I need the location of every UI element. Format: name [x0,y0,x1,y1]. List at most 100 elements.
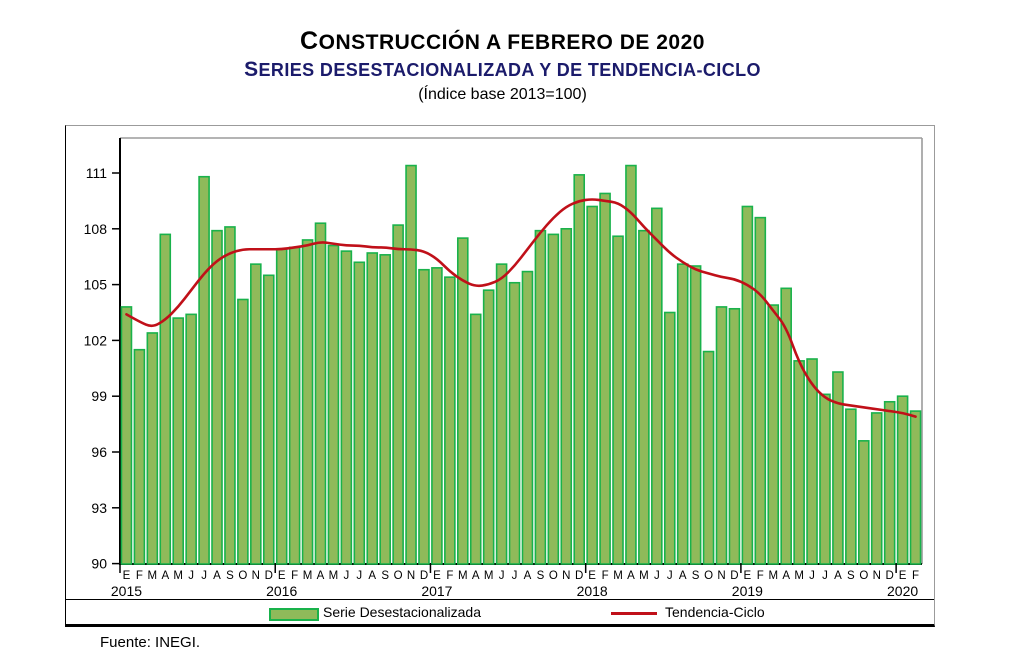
month-label: E [123,570,131,582]
month-label: N [407,570,415,582]
bar [521,270,534,565]
bar [806,358,818,565]
month-label: S [847,570,855,582]
legend-bars-label: Serie Desestacionalizada [323,604,481,620]
legend: Serie Desestacionalizada Tendencia-Ciclo [66,599,934,624]
month-label: S [381,570,389,582]
month-label: D [730,570,738,582]
bar [715,306,728,565]
chart-index-note: (Índice base 2013=100) [418,85,587,103]
bar [625,164,637,565]
bar [250,263,262,565]
month-label: M [303,570,313,582]
bar [909,410,922,565]
month-label: J [654,570,660,582]
month-label: E [278,570,286,582]
month-label: N [873,570,881,582]
bar [676,263,689,565]
bar [224,226,236,565]
month-label: A [317,570,325,582]
month-label: J [809,570,815,582]
month-label: F [446,570,453,582]
month-label: A [679,570,687,582]
bar [133,348,146,565]
bar [560,228,573,565]
bar [314,222,327,565]
month-label: M [794,570,804,582]
bar [379,254,391,565]
month-label: F [602,570,609,582]
bar [508,281,521,565]
month-label: M [639,570,649,582]
month-label: S [226,570,234,582]
bar [301,239,314,565]
month-label: J [188,570,194,582]
month-label: F [912,570,919,582]
month-label: A [524,570,532,582]
month-label: M [458,570,468,582]
month-label: O [238,570,247,582]
bar [185,313,197,565]
bar [767,304,780,565]
bar [172,317,185,565]
y-tick-label: 111 [86,165,107,181]
bar [793,360,805,565]
bar [418,268,430,565]
month-label: F [136,570,143,582]
bar [547,233,560,565]
month-label: E [588,570,596,582]
month-label: A [834,570,842,582]
bar [702,350,715,565]
chart-subtitle: SERIES DESESTACIONALIZADA Y DE TENDENCIA… [244,58,761,82]
month-label: A [368,570,376,582]
bar [741,205,754,565]
chart-frame: 90 93 96 99 102 105 108 111 E F M A M J J A S O N D 2015 E F M A… [65,125,935,627]
y-tick-label: 96 [91,444,107,460]
bar [495,263,508,565]
year-label: 2017 [421,583,452,599]
bar [883,400,896,565]
month-label: M [613,570,623,582]
bar [198,175,210,565]
bar [857,440,870,565]
month-label: E [744,570,752,582]
month-label: A [472,570,480,582]
month-label: N [562,570,570,582]
month-label: E [433,570,441,582]
year-label: 2019 [732,583,763,599]
month-label: M [173,570,183,582]
bar [728,307,741,565]
month-label: A [627,570,635,582]
legend-line-swatch-icon [611,612,657,615]
bar [663,311,676,565]
bar [340,250,353,565]
y-tick-label: 102 [84,332,108,348]
legend-line-label: Tendencia-Ciclo [665,604,765,620]
bar [599,192,611,565]
bar [353,261,366,565]
bar [262,274,275,565]
month-label: O [859,570,868,582]
year-label: 2018 [577,583,608,599]
bar [638,229,650,565]
bar [120,306,133,565]
month-label: J [343,570,349,582]
month-label: J [356,570,362,582]
month-label: S [692,570,700,582]
bar [845,408,857,565]
bar [431,267,443,565]
bar [534,229,547,565]
month-label: A [782,570,790,582]
month-label: D [265,570,273,582]
month-label: S [537,570,545,582]
y-tick-label: 90 [91,556,107,572]
bar [211,229,223,565]
bar [146,332,159,565]
bar [780,287,792,565]
month-label: N [252,570,260,582]
bar [405,164,417,565]
bar [612,235,624,565]
source-note: Fuente: INEGI. [100,634,201,651]
month-label: J [499,570,505,582]
y-tick-label: 93 [91,500,107,516]
